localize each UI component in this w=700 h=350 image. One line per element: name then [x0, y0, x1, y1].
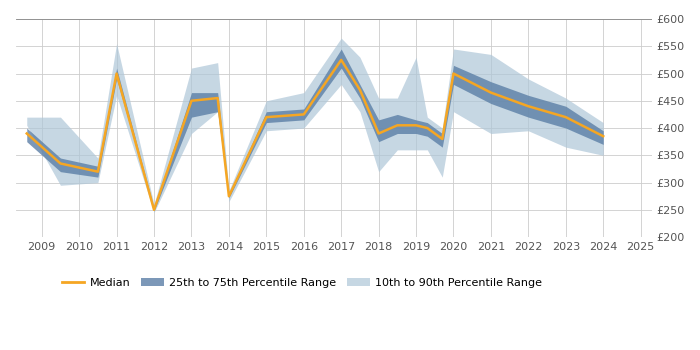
Legend: Median, 25th to 75th Percentile Range, 10th to 90th Percentile Range: Median, 25th to 75th Percentile Range, 1… [57, 274, 547, 293]
